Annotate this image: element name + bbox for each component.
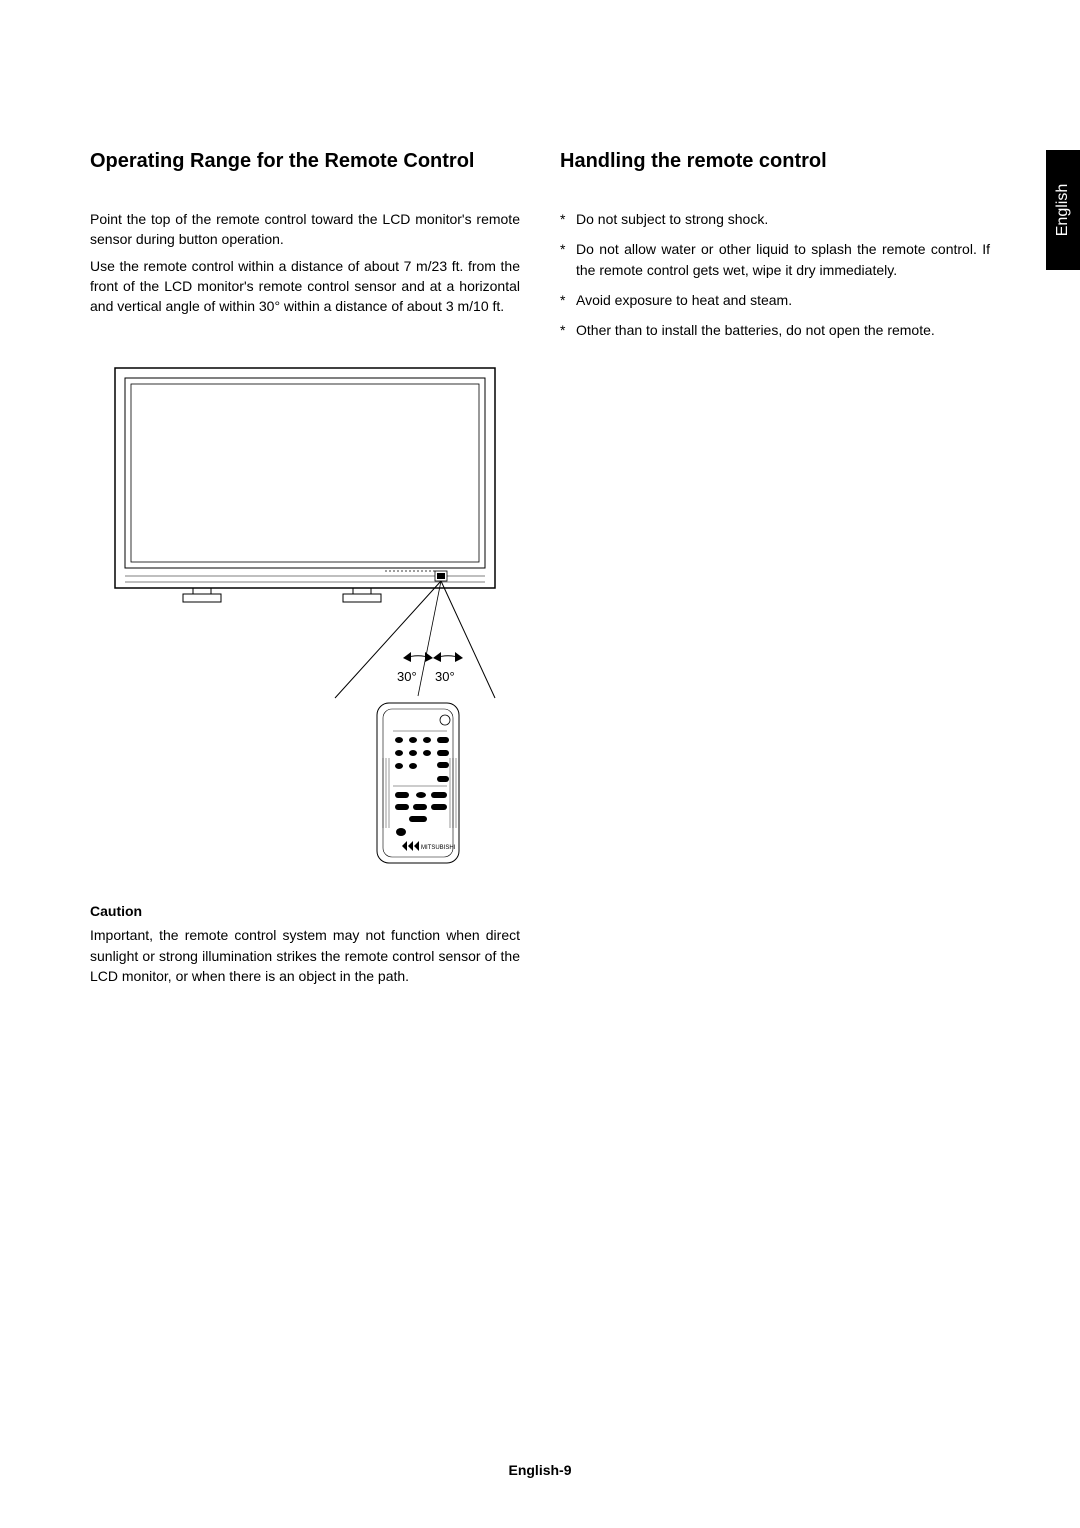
monitor-foot-right — [343, 588, 381, 602]
angle-label-right: 30° — [435, 669, 455, 684]
list-item-text: Other than to install the batteries, do … — [576, 320, 990, 340]
list-item-text: Do not subject to strong shock. — [576, 209, 990, 229]
right-column: Handling the remote control * Do not sub… — [560, 150, 990, 992]
two-column-layout: Operating Range for the Remote Control P… — [90, 150, 990, 992]
list-item: * Do not subject to strong shock. — [560, 209, 990, 229]
remote-control-icon: MITSUBISHI — [377, 703, 459, 863]
caution-heading: Caution — [90, 903, 520, 919]
asterisk-icon: * — [560, 209, 576, 229]
list-item: * Other than to install the batteries, d… — [560, 320, 990, 340]
page-footer: English-9 — [0, 1462, 1080, 1478]
page-content: Operating Range for the Remote Control P… — [0, 0, 1080, 1528]
right-heading: Handling the remote control — [560, 150, 990, 173]
left-paragraph-1: Point the top of the remote control towa… — [90, 209, 520, 250]
asterisk-icon: * — [560, 239, 576, 280]
remote-brand-label: MITSUBISHI — [421, 845, 456, 851]
left-paragraph-2: Use the remote control within a distance… — [90, 256, 520, 317]
list-item: * Do not allow water or other liquid to … — [560, 239, 990, 280]
angle-label-left: 30° — [397, 669, 417, 684]
handling-list: * Do not subject to strong shock. * Do n… — [560, 209, 990, 340]
caution-body: Important, the remote control system may… — [90, 925, 520, 986]
list-item-text: Do not allow water or other liquid to sp… — [576, 239, 990, 280]
list-item-text: Avoid exposure to heat and steam. — [576, 290, 990, 310]
list-item: * Avoid exposure to heat and steam. — [560, 290, 990, 310]
monitor-foot-left — [183, 588, 221, 602]
remote-range-diagram: 30° 30° — [90, 358, 520, 868]
left-column: Operating Range for the Remote Control P… — [90, 150, 520, 992]
asterisk-icon: * — [560, 320, 576, 340]
asterisk-icon: * — [560, 290, 576, 310]
left-heading: Operating Range for the Remote Control — [90, 150, 520, 173]
